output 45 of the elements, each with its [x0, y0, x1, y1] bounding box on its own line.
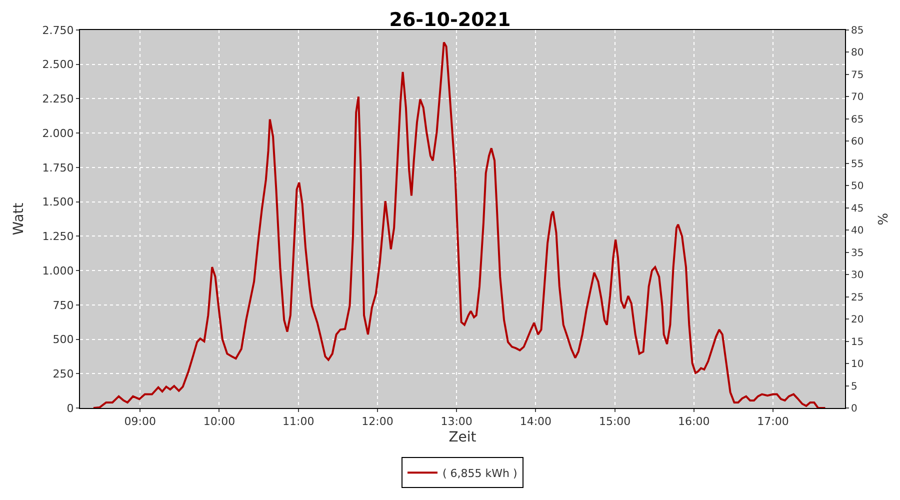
y-tick-label: 750 [52, 298, 74, 312]
y2-tick-label: 70 [851, 92, 864, 104]
x-tick-label: 10:00 [203, 415, 236, 428]
x-tick-label: 17:00 [757, 415, 789, 428]
y-tick-label: 1.500 [42, 196, 74, 209]
legend-label: ( 6,855 kWh ) [442, 466, 518, 480]
x-tick-label: 13:00 [440, 415, 472, 428]
y-axis-title: Watt [10, 202, 27, 236]
y-tick-label: 2.250 [42, 92, 74, 106]
y2-axis-title: % [876, 212, 892, 226]
y2-tick-label: 80 [851, 48, 864, 59]
y-tick-label: 1.000 [42, 264, 74, 278]
y2-tick-label: 25 [851, 292, 864, 304]
line-series [92, 41, 826, 408]
x-axis-title: Zeit [448, 430, 477, 446]
x-tick-label: 12:00 [362, 415, 394, 428]
y-tick-label: 2.750 [42, 24, 74, 37]
y-tick-label: 250 [52, 367, 74, 380]
x-tick-label: 14:00 [520, 415, 552, 428]
y-tick-label: 1.250 [42, 230, 74, 244]
y2-tick-label: 35 [851, 248, 864, 259]
y2-tick-label: 15 [851, 336, 864, 348]
x-tick-label: 11:00 [282, 415, 314, 428]
y-tick-label: 2.000 [42, 126, 74, 140]
y-tick-label: 500 [52, 333, 74, 346]
chart-title: 26-10-2021 [389, 8, 511, 31]
y2-tick-label: 85 [851, 26, 864, 36]
y2-tick-label: 55 [851, 158, 864, 170]
y2-tick-label: 10 [851, 359, 864, 370]
y-tick-label: 0 [66, 402, 74, 415]
y2-tick-label: 50 [851, 181, 864, 192]
y-tick-label: 1.750 [42, 161, 74, 174]
y2-tick-label: 65 [851, 114, 864, 126]
y2-tick-label: 30 [851, 270, 864, 282]
y2-tick-label: 45 [851, 203, 864, 214]
y2-tick-label: 20 [851, 314, 864, 326]
y2-tick-label: 40 [851, 226, 864, 237]
y-tick-label: 2.500 [42, 58, 74, 72]
y2-tick-label: 60 [851, 136, 864, 148]
x-tick-label: 16:00 [678, 415, 710, 428]
y2-tick-label: 0 [851, 404, 858, 414]
y2-tick-label: 75 [851, 70, 864, 81]
x-tick-label: 15:00 [598, 415, 631, 428]
y2-tick-label: 5 [851, 381, 858, 392]
x-tick-label: 09:00 [124, 415, 156, 428]
